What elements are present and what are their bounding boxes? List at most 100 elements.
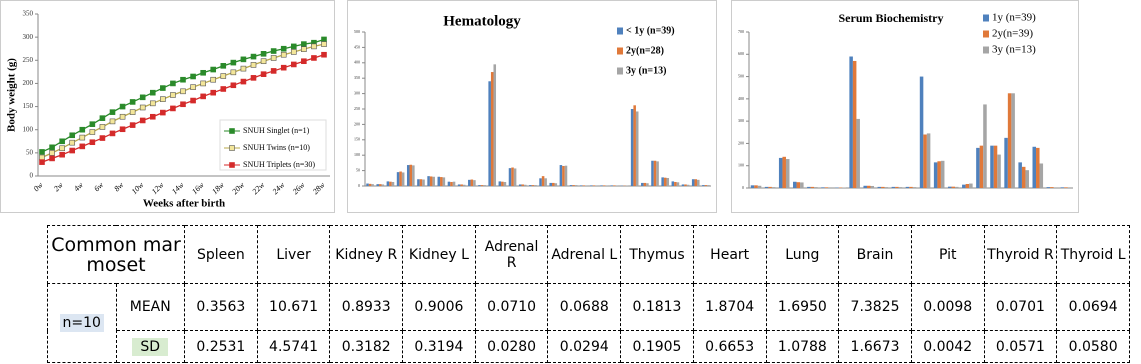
point-marker — [311, 43, 317, 50]
bar — [905, 186, 910, 188]
point-marker — [139, 94, 146, 101]
bar — [508, 168, 512, 186]
bar — [440, 177, 443, 186]
point-marker — [190, 84, 196, 90]
legend-marker — [229, 128, 235, 134]
bar — [810, 186, 815, 188]
value-cell: 0.9006 — [402, 283, 476, 331]
x-tick-label: 16w — [190, 180, 206, 196]
x-tick-label: 22w — [250, 180, 266, 196]
bar — [429, 176, 433, 186]
bar — [1025, 170, 1029, 188]
value-cell-text: 0.0701 — [995, 299, 1045, 315]
point-marker — [230, 69, 237, 76]
bar — [821, 187, 825, 188]
bar — [501, 181, 504, 186]
value-cell: 1.0788 — [765, 330, 840, 363]
point-marker — [240, 65, 247, 72]
row-label: MEAN — [115, 283, 185, 331]
biochemistry-chart: 0 100 200 300 400 500 600 700 Serum Biochemistry… — [731, 0, 1079, 213]
bar — [666, 177, 670, 186]
x-tick-label: 14w — [170, 180, 186, 196]
bar — [686, 184, 690, 186]
point-marker — [39, 154, 45, 161]
bar — [965, 183, 970, 188]
point-marker — [270, 48, 277, 54]
point-marker — [301, 41, 307, 47]
bar — [1018, 162, 1022, 188]
value-cell-text: 0.0042 — [923, 338, 973, 355]
x-tick-label: 24w — [271, 180, 287, 196]
bar — [585, 185, 588, 186]
point-marker — [119, 113, 126, 120]
value-cell-text: 0.0580 — [1068, 338, 1118, 355]
bar — [582, 185, 586, 186]
bar — [933, 162, 938, 188]
value-cell: 10.671 — [256, 283, 331, 331]
bar — [409, 164, 413, 186]
bar — [866, 185, 871, 188]
column-header-text: Thymus — [629, 246, 685, 263]
bar — [674, 181, 677, 186]
bar — [635, 111, 639, 186]
value-cell-text: 1.0788 — [777, 338, 827, 355]
y-tick-label: 350 — [354, 75, 360, 80]
hematology-chart: 0 50 100 150 200 250 300 350 400 450 500 Hematology… — [347, 0, 717, 213]
column-header: Thyroid R — [983, 225, 1058, 284]
bar — [697, 179, 700, 186]
value-cell-text: 1.6673 — [850, 338, 900, 355]
point-marker — [301, 46, 307, 52]
point-marker — [59, 138, 65, 145]
point-marker — [180, 88, 186, 95]
bar — [814, 187, 818, 188]
point-marker — [99, 124, 106, 130]
bar — [979, 145, 984, 188]
bar — [651, 160, 654, 186]
value-cell-text: 1.8704 — [705, 299, 755, 315]
point-marker — [79, 134, 86, 141]
y-tick-label: 300 — [738, 118, 744, 123]
bar — [478, 185, 481, 186]
legend-swatch — [617, 67, 623, 75]
bar — [757, 185, 762, 188]
point-marker — [280, 45, 287, 52]
bar — [376, 184, 379, 186]
value-cell: 0.0701 — [983, 283, 1058, 331]
value-cell: 0.0098 — [910, 283, 985, 331]
bar — [891, 186, 896, 188]
x-tick-label: 10w — [130, 180, 146, 196]
bar — [602, 185, 606, 186]
legend-label: SNUH Singlet (n=1) — [243, 126, 310, 135]
point-marker — [139, 104, 146, 111]
value-cell-text: 7.3825 — [850, 299, 900, 315]
legend-marker — [229, 162, 235, 168]
bar — [877, 186, 882, 188]
value-cell: 0.3182 — [329, 330, 404, 363]
bar — [1036, 147, 1040, 188]
point-marker — [99, 135, 106, 141]
point-marker — [59, 145, 65, 152]
bar — [534, 185, 537, 186]
column-header-text: Brain — [856, 246, 894, 263]
bar — [524, 184, 527, 186]
bar — [919, 76, 924, 188]
point-marker — [39, 149, 45, 155]
point-marker — [220, 73, 227, 79]
bar — [807, 186, 811, 188]
bar — [768, 186, 772, 188]
x-tick-label: 18w — [210, 180, 226, 196]
bar — [460, 184, 463, 186]
value-cell-text: 0.2531 — [196, 338, 246, 355]
value-cell-text: 0.1905 — [632, 338, 682, 355]
value-cell: 1.6950 — [765, 283, 840, 331]
bar — [754, 185, 758, 188]
bar — [702, 185, 705, 186]
column-header: Heart — [692, 225, 767, 284]
bar — [590, 185, 593, 186]
value-cell: 0.3563 — [184, 283, 258, 331]
bar — [653, 160, 657, 186]
bar — [641, 182, 644, 186]
bar — [610, 185, 614, 186]
bar — [412, 165, 415, 186]
